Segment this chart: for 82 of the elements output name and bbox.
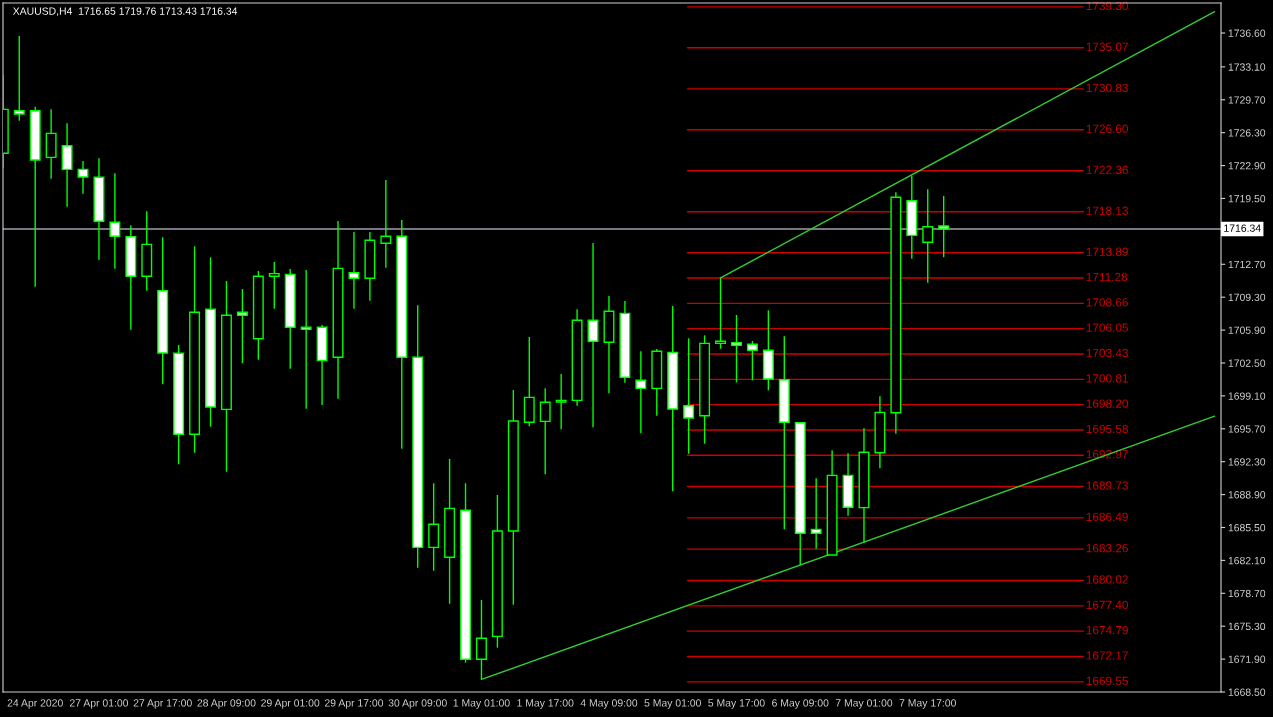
ref-line-label: 1695.58 bbox=[1086, 424, 1128, 434]
y-tick-label: 1685.50 bbox=[1228, 523, 1266, 532]
candlestick bbox=[731, 314, 742, 384]
y-tick-label: 1733.10 bbox=[1228, 63, 1266, 71]
x-tick-label: 29 Apr 01:00 bbox=[261, 699, 320, 709]
ref-line-label: 1700.81 bbox=[1086, 374, 1128, 383]
candlestick bbox=[555, 373, 567, 430]
y-tick-label: 1729.70 bbox=[1228, 96, 1266, 104]
candlestick bbox=[348, 231, 360, 310]
candlestick bbox=[635, 350, 647, 435]
x-tick-label: 7 May 17:00 bbox=[899, 699, 956, 709]
y-tick-label: 1678.70 bbox=[1228, 589, 1266, 598]
y-tick-label: 1705.90 bbox=[1228, 326, 1266, 334]
candlestick bbox=[13, 35, 25, 122]
candlestick bbox=[587, 242, 599, 429]
candlestick bbox=[938, 195, 950, 258]
candlestick bbox=[380, 179, 392, 269]
y-tick-label: 1722.90 bbox=[1228, 162, 1266, 170]
ref-line-label: 1672.17 bbox=[1086, 651, 1128, 660]
y-tick-label: 1692.30 bbox=[1228, 458, 1266, 466]
y-tick-label: 1671.90 bbox=[1228, 655, 1266, 663]
x-tick-label: 29 Apr 17:00 bbox=[324, 699, 384, 709]
candlestick bbox=[428, 482, 440, 572]
ref-line-label: 1683.26 bbox=[1086, 543, 1128, 553]
ref-line-label: 1677.40 bbox=[1086, 600, 1129, 610]
y-tick-label: 1736.60 bbox=[1228, 29, 1266, 37]
candlestick bbox=[300, 269, 312, 410]
candlestick bbox=[61, 122, 73, 208]
candlestick bbox=[45, 108, 57, 180]
ref-line-label: 1708.66 bbox=[1086, 298, 1128, 307]
y-tick-label: 1668.50 bbox=[1228, 688, 1266, 696]
candlestick bbox=[810, 477, 822, 550]
ref-line-label: 1669.55 bbox=[1086, 676, 1128, 686]
ref-line-label: 1716.34 bbox=[1224, 224, 1261, 232]
candlestick bbox=[539, 387, 551, 475]
x-tick-label: 5 May 01:00 bbox=[644, 699, 701, 709]
ref-line-label: 1686.49 bbox=[1086, 512, 1128, 522]
x-tick-label: 5 May 17:00 bbox=[708, 699, 765, 709]
candlestick bbox=[109, 172, 121, 270]
ref-line-label: 1726.60 bbox=[1086, 124, 1129, 133]
y-tick-label: 1726.30 bbox=[1228, 129, 1266, 137]
x-tick-label: 24 Apr 2020 bbox=[7, 699, 63, 709]
y-tick-label: 1688.90 bbox=[1228, 491, 1266, 499]
ref-line-label: 1735.07 bbox=[1086, 42, 1128, 51]
x-tick-label: 7 May 01:00 bbox=[835, 699, 893, 709]
x-tick-label: 28 Apr 09:00 bbox=[197, 699, 256, 709]
x-tick-label: 1 May 17:00 bbox=[517, 699, 574, 709]
candlestick bbox=[922, 188, 934, 284]
y-tick-label: 1712.70 bbox=[1228, 260, 1266, 269]
candlestick bbox=[715, 277, 727, 350]
ref-line-label: 1674.79 bbox=[1086, 625, 1128, 635]
ref-line-label: 1706.05 bbox=[1086, 323, 1128, 332]
candlestick bbox=[683, 337, 695, 455]
candlestick bbox=[475, 599, 487, 680]
ref-line-label: 1739.30 bbox=[1086, 1, 1129, 11]
x-tick-label: 1 May 01:00 bbox=[453, 699, 510, 709]
ref-line-label: 1703.43 bbox=[1086, 348, 1128, 358]
x-tick-label: 6 May 09:00 bbox=[772, 699, 829, 709]
candlestick bbox=[77, 160, 89, 195]
ref-line-label: 1718.13 bbox=[1086, 206, 1128, 215]
x-tick-label: 4 May 09:00 bbox=[580, 699, 638, 709]
y-tick-label: 1719.50 bbox=[1228, 194, 1266, 203]
y-tick-label: 1699.10 bbox=[1228, 392, 1266, 400]
x-tick-label: 27 Apr 01:00 bbox=[69, 699, 129, 709]
y-tick-label: 1682.10 bbox=[1228, 556, 1266, 565]
y-tick-label: 1702.50 bbox=[1228, 359, 1266, 367]
y-tick-label: 1695.70 bbox=[1228, 425, 1266, 433]
x-tick-label: 30 Apr 09:00 bbox=[388, 699, 447, 709]
ref-line-label: 1711.28 bbox=[1086, 272, 1128, 282]
y-tick-label: 1675.30 bbox=[1228, 622, 1266, 631]
y-tick-label: 1709.30 bbox=[1228, 293, 1266, 302]
ref-line-label: 1713.89 bbox=[1086, 247, 1128, 256]
x-tick-label: 27 Apr 17:00 bbox=[133, 699, 192, 709]
candlestick bbox=[268, 261, 280, 310]
ref-line-label: 1698.20 bbox=[1086, 399, 1129, 408]
candlestick bbox=[746, 340, 758, 381]
candlestick bbox=[236, 288, 248, 364]
chart-title: XAUUSD,H4 1716.65 1719.76 1713.43 1716.34 bbox=[12, 7, 238, 17]
ref-line-label: 1680.02 bbox=[1086, 575, 1128, 584]
ref-line-label: 1689.73 bbox=[1086, 481, 1128, 490]
ref-line-label: 1730.83 bbox=[1086, 83, 1128, 92]
ref-line-label: 1722.36 bbox=[1086, 165, 1128, 174]
